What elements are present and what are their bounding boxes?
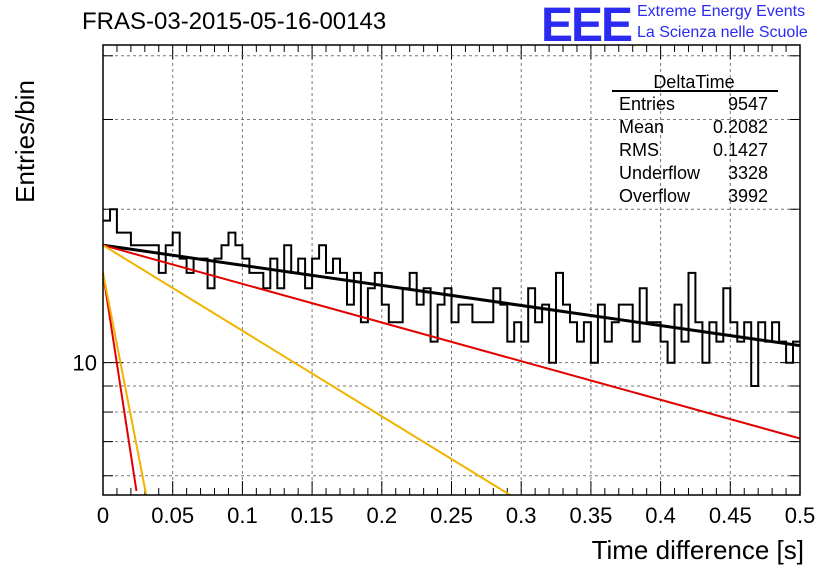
x-tick-label: 0.05 [151,503,194,528]
fit-line [102,272,148,496]
stats-row-value: 9547 [728,94,768,114]
fit-line [102,244,511,496]
x-tick-label: 0.1 [227,503,258,528]
stats-row-value: 3992 [728,186,768,206]
x-tick-label: 0.25 [430,503,473,528]
x-tick-label: 0.45 [709,503,752,528]
fit-line [102,243,801,348]
logo-tagline-2: La Scienza nelle Scuole [637,24,808,41]
histogram-series [103,208,800,387]
x-tick-label: 0.5 [785,503,816,528]
stats-row-value: 3328 [728,163,768,183]
chart-title: FRAS-03-2015-05-16-00143 [82,8,387,35]
fit-line [102,272,138,492]
stats-row-label: Overflow [619,186,691,206]
stats-row-label: Underflow [619,163,701,183]
fit-line [102,244,801,440]
stats-row-label: RMS [619,140,659,160]
x-tick-label: 0.35 [569,503,612,528]
stats-row-value: 0.2082 [713,117,768,137]
x-tick-label: 0.15 [291,503,334,528]
stats-box-title: DeltaTime [653,72,734,92]
x-tick-label: 0.2 [367,503,398,528]
stats-row-label: Entries [619,94,675,114]
eee-logo: EEE [541,0,633,52]
x-axis-label: Time difference [s] [591,535,804,565]
x-tick-label: 0.3 [506,503,537,528]
stats-row-value: 0.1427 [713,140,768,160]
x-tick-label: 0.4 [645,503,676,528]
logo-tagline-1: Extreme Energy Events [637,3,806,20]
x-tick-label: 0 [97,503,109,528]
plot-frame [102,44,801,496]
stats-row-label: Mean [619,117,664,137]
y-tick-label: 10 [73,351,97,376]
